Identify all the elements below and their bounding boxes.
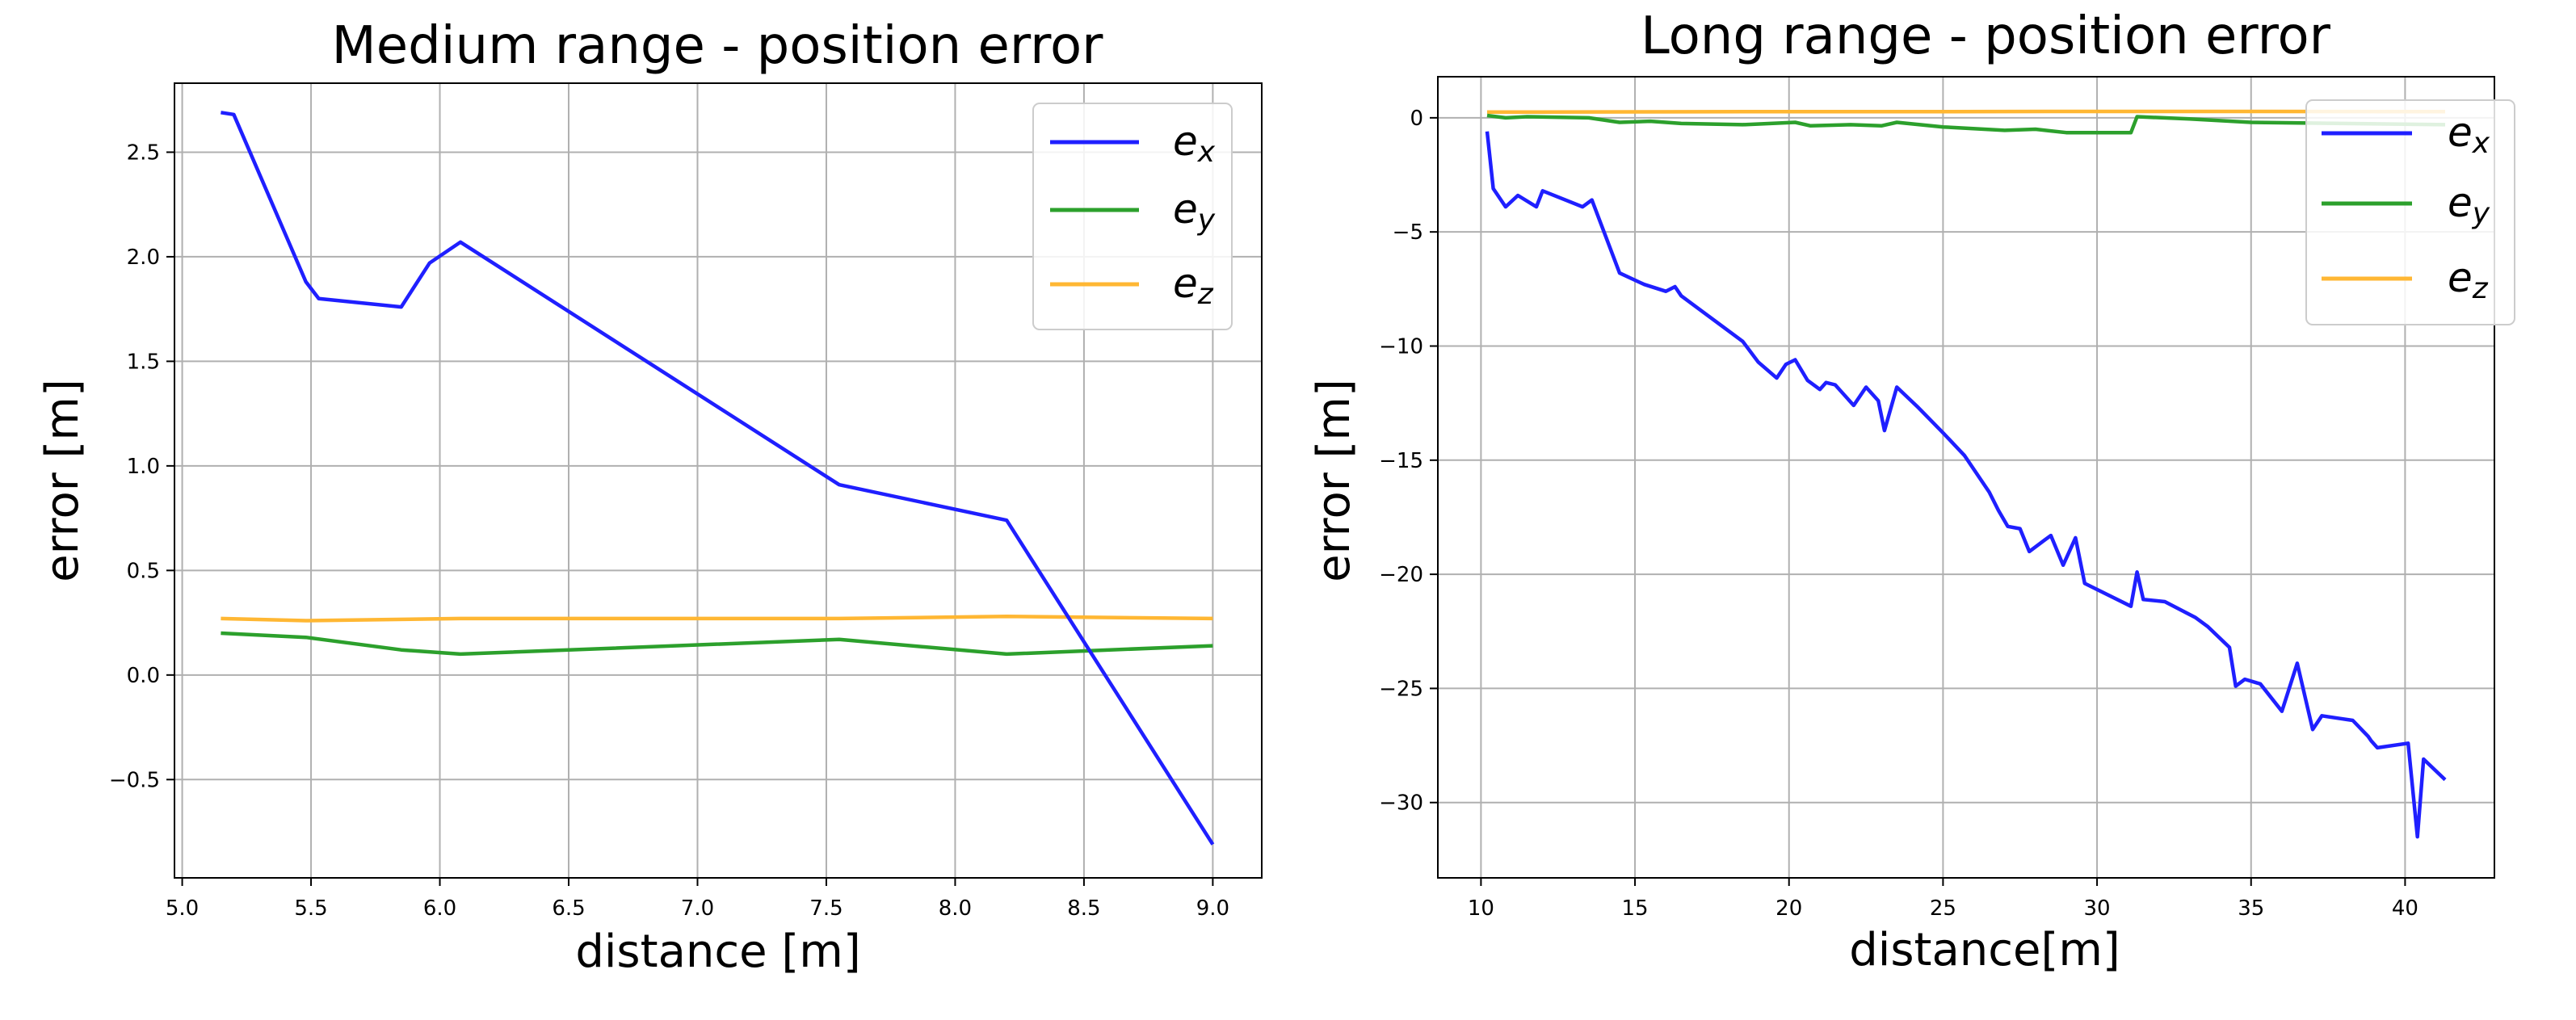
chart2-y-axis-label: error [m] [1308, 379, 1360, 582]
chart1-legend-ez-label: ez [1173, 260, 1214, 311]
chart1-x-tick-label: 5.5 [294, 896, 327, 921]
chart1-y-ticks: −0.5 0.0 0.5 1.0 1.5 2.0 2.5 [109, 141, 174, 792]
chart2-y-tick-label: −5 [1393, 220, 1423, 245]
chart2-x-tick-label: 20 [1775, 896, 1802, 921]
chart-long-range: Long range - position error 10 15 20 25 30 35… [1308, 6, 2515, 976]
chart1-y-tick-label: 1.5 [127, 350, 160, 374]
chart1-series-ey-line [221, 631, 1213, 657]
chart1-x-tick-label: 8.5 [1067, 896, 1100, 921]
chart2-y-tick-label: −25 [1379, 677, 1423, 701]
chart2-y-ticks: −30 −25 −20 −15 −10 −5 0 [1379, 107, 1438, 816]
chart1-y-tick-label: 0.0 [127, 664, 160, 688]
chart1-x-tick-label: 7.0 [681, 896, 714, 921]
chart2-legend: ex ey ez [2305, 99, 2515, 325]
chart2-y-tick-label: −10 [1379, 334, 1423, 359]
chart1-series [221, 111, 1215, 846]
chart1-x-tick-label: 9.0 [1196, 896, 1229, 921]
chart2-title: Long range - position error [1641, 6, 2331, 66]
chart2-x-tick-label: 15 [1622, 896, 1649, 921]
chart1-y-tick-label: 2.5 [127, 141, 160, 165]
chart2-y-tick-label: −15 [1379, 449, 1423, 473]
chart2-y-tick-label: 0 [1410, 107, 1423, 131]
chart2-legend-ez-label: ez [2448, 254, 2489, 305]
chart2-legend-box [2305, 99, 2515, 325]
chart2-series-ey-line [1486, 113, 2446, 135]
chart-medium-range: Medium range - position error 5.0 5.5 6.0 6… [36, 16, 1263, 978]
chart1-series-ex-line [221, 111, 1215, 846]
chart2-x-axis-label: distance[m] [1849, 924, 2120, 976]
chart2-x-ticks: 10 15 20 25 30 35 40 [1468, 878, 2418, 921]
chart1-y-axis-label: error [m] [36, 379, 89, 582]
chart1-y-tick-label: 1.0 [127, 455, 160, 479]
chart1-x-tick-label: 6.0 [423, 896, 456, 921]
chart2-y-tick-label: −20 [1379, 563, 1423, 587]
chart1-x-tick-label: 6.5 [552, 896, 585, 921]
chart2-plot-area [1437, 76, 2495, 879]
chart1-x-tick-label: 5.0 [166, 896, 199, 921]
chart1-legend-ex-label: ex [1173, 118, 1216, 169]
chart1-legend-ey-label: ey [1173, 186, 1216, 237]
chart2-legend-ey-label: ey [2448, 179, 2490, 230]
chart1-series-ez-line [221, 615, 1213, 623]
chart1-y-tick-label: −0.5 [109, 768, 160, 792]
chart2-x-tick-label: 40 [2392, 896, 2418, 921]
chart1-x-ticks: 5.0 5.5 6.0 6.5 7.0 7.5 8.0 8.5 9.0 [166, 878, 1229, 921]
chart1-gridlines [174, 83, 1262, 878]
chart1-y-tick-label: 0.5 [127, 559, 160, 583]
chart2-x-tick-label: 25 [1930, 896, 1956, 921]
chart1-title: Medium range - position error [332, 16, 1104, 76]
chart1-x-axis-label: distance [m] [575, 926, 860, 978]
chart1-plot-area [174, 82, 1263, 879]
chart1-y-tick-label: 2.0 [127, 246, 160, 270]
chart1-x-tick-label: 7.5 [809, 896, 843, 921]
chart2-legend-ex-label: ex [2448, 109, 2490, 160]
chart2-x-tick-label: 10 [1468, 896, 1494, 921]
chart2-y-tick-label: −30 [1379, 791, 1423, 816]
chart2-series-ex-line [1485, 131, 2447, 839]
chart2-series-ez-line [1486, 109, 2446, 115]
chart2-x-tick-label: 30 [2084, 896, 2111, 921]
chart2-x-tick-label: 35 [2238, 896, 2264, 921]
chart1-legend-box [1032, 103, 1233, 330]
chart1-x-tick-label: 8.0 [939, 896, 972, 921]
chart1-legend: ex ey ez [1032, 103, 1233, 330]
chart2-series [1485, 109, 2447, 839]
